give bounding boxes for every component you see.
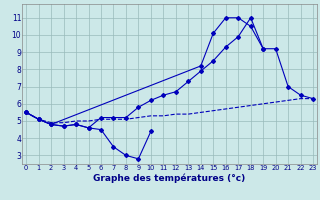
X-axis label: Graphe des températures (°c): Graphe des températures (°c) [93,173,246,183]
